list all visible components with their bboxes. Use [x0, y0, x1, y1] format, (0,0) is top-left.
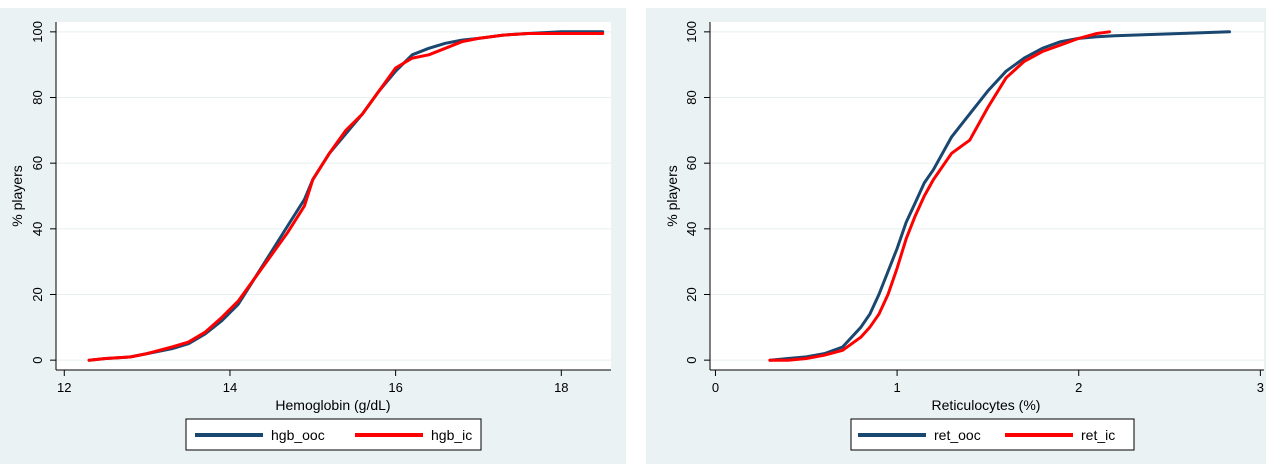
x-tick-label: 12	[57, 380, 71, 395]
y-tick-label: 20	[30, 287, 45, 301]
y-tick-label: 40	[30, 222, 45, 236]
x-tick-label: 3	[1257, 380, 1264, 395]
y-tick-label: 0	[30, 357, 45, 364]
y-axis-label: % players	[9, 165, 25, 226]
y-axis-label: % players	[664, 165, 680, 226]
y-tick-label: 100	[684, 21, 699, 43]
x-tick-label: 0	[712, 380, 719, 395]
x-tick-label: 2	[1075, 380, 1082, 395]
y-tick-label: 20	[684, 287, 699, 301]
series-line-ret-ic	[768, 30, 1112, 362]
legend-label-hgb-ic: hgb_ic	[431, 427, 472, 443]
plot-area	[56, 22, 611, 370]
y-tick-label: 60	[30, 156, 45, 170]
grid-lines	[56, 31, 611, 361]
x-axis-label: Hemoglobin (g/dL)	[275, 397, 390, 413]
x-tick-label: 14	[223, 380, 237, 395]
y-tick-label: 80	[684, 90, 699, 104]
x-tick-label: 1	[893, 380, 900, 395]
y-ticks: 0 20 40 60 80 100	[684, 21, 710, 364]
y-tick-label: 80	[30, 90, 45, 104]
series-line-hgb-ic	[87, 32, 605, 362]
x-axis-label: Reticulocytes (%)	[932, 397, 1041, 413]
series-line-ret-ooc	[768, 30, 1231, 362]
legend-label-hgb-ooc: hgb_ooc	[271, 427, 325, 443]
legend-label-ret-ooc: ret_ooc	[934, 427, 981, 443]
y-tick-label: 60	[684, 156, 699, 170]
y-tick-label: 0	[684, 357, 699, 364]
chart-panel-reticulocytes: 0 1 2 3 0 20 40 60 80 100 Reticulocytes (%) % pl…	[646, 8, 1266, 464]
legend-label-ret-ic: ret_ic	[1081, 427, 1115, 443]
x-ticks: 0 1 2 3	[712, 370, 1264, 395]
plot-area	[710, 22, 1264, 370]
series-lines	[768, 30, 1231, 362]
x-tick-label: 18	[554, 380, 568, 395]
x-tick-label: 16	[388, 380, 402, 395]
y-ticks: 0 20 40 60 80 100	[30, 21, 56, 364]
y-tick-label: 100	[30, 21, 45, 43]
x-ticks: 12 14 16 18	[57, 370, 569, 395]
series-lines	[87, 30, 605, 362]
y-tick-label: 40	[684, 222, 699, 236]
